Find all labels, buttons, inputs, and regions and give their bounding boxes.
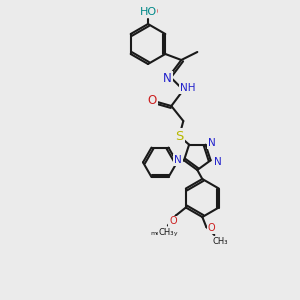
- Text: CH₃: CH₃: [213, 236, 228, 245]
- Text: O: O: [148, 94, 157, 107]
- Text: O: O: [149, 7, 157, 17]
- Text: N: N: [163, 71, 172, 85]
- Text: NH: NH: [180, 83, 195, 93]
- Text: methoxy: methoxy: [150, 231, 178, 236]
- Text: S: S: [175, 130, 184, 142]
- Text: O: O: [169, 217, 177, 226]
- Text: N: N: [174, 155, 182, 165]
- Text: CH₃: CH₃: [158, 228, 174, 237]
- Text: O: O: [208, 223, 215, 233]
- Text: N: N: [214, 157, 221, 167]
- Text: HO: HO: [140, 7, 157, 17]
- Text: N: N: [208, 138, 215, 148]
- Text: H: H: [143, 7, 151, 17]
